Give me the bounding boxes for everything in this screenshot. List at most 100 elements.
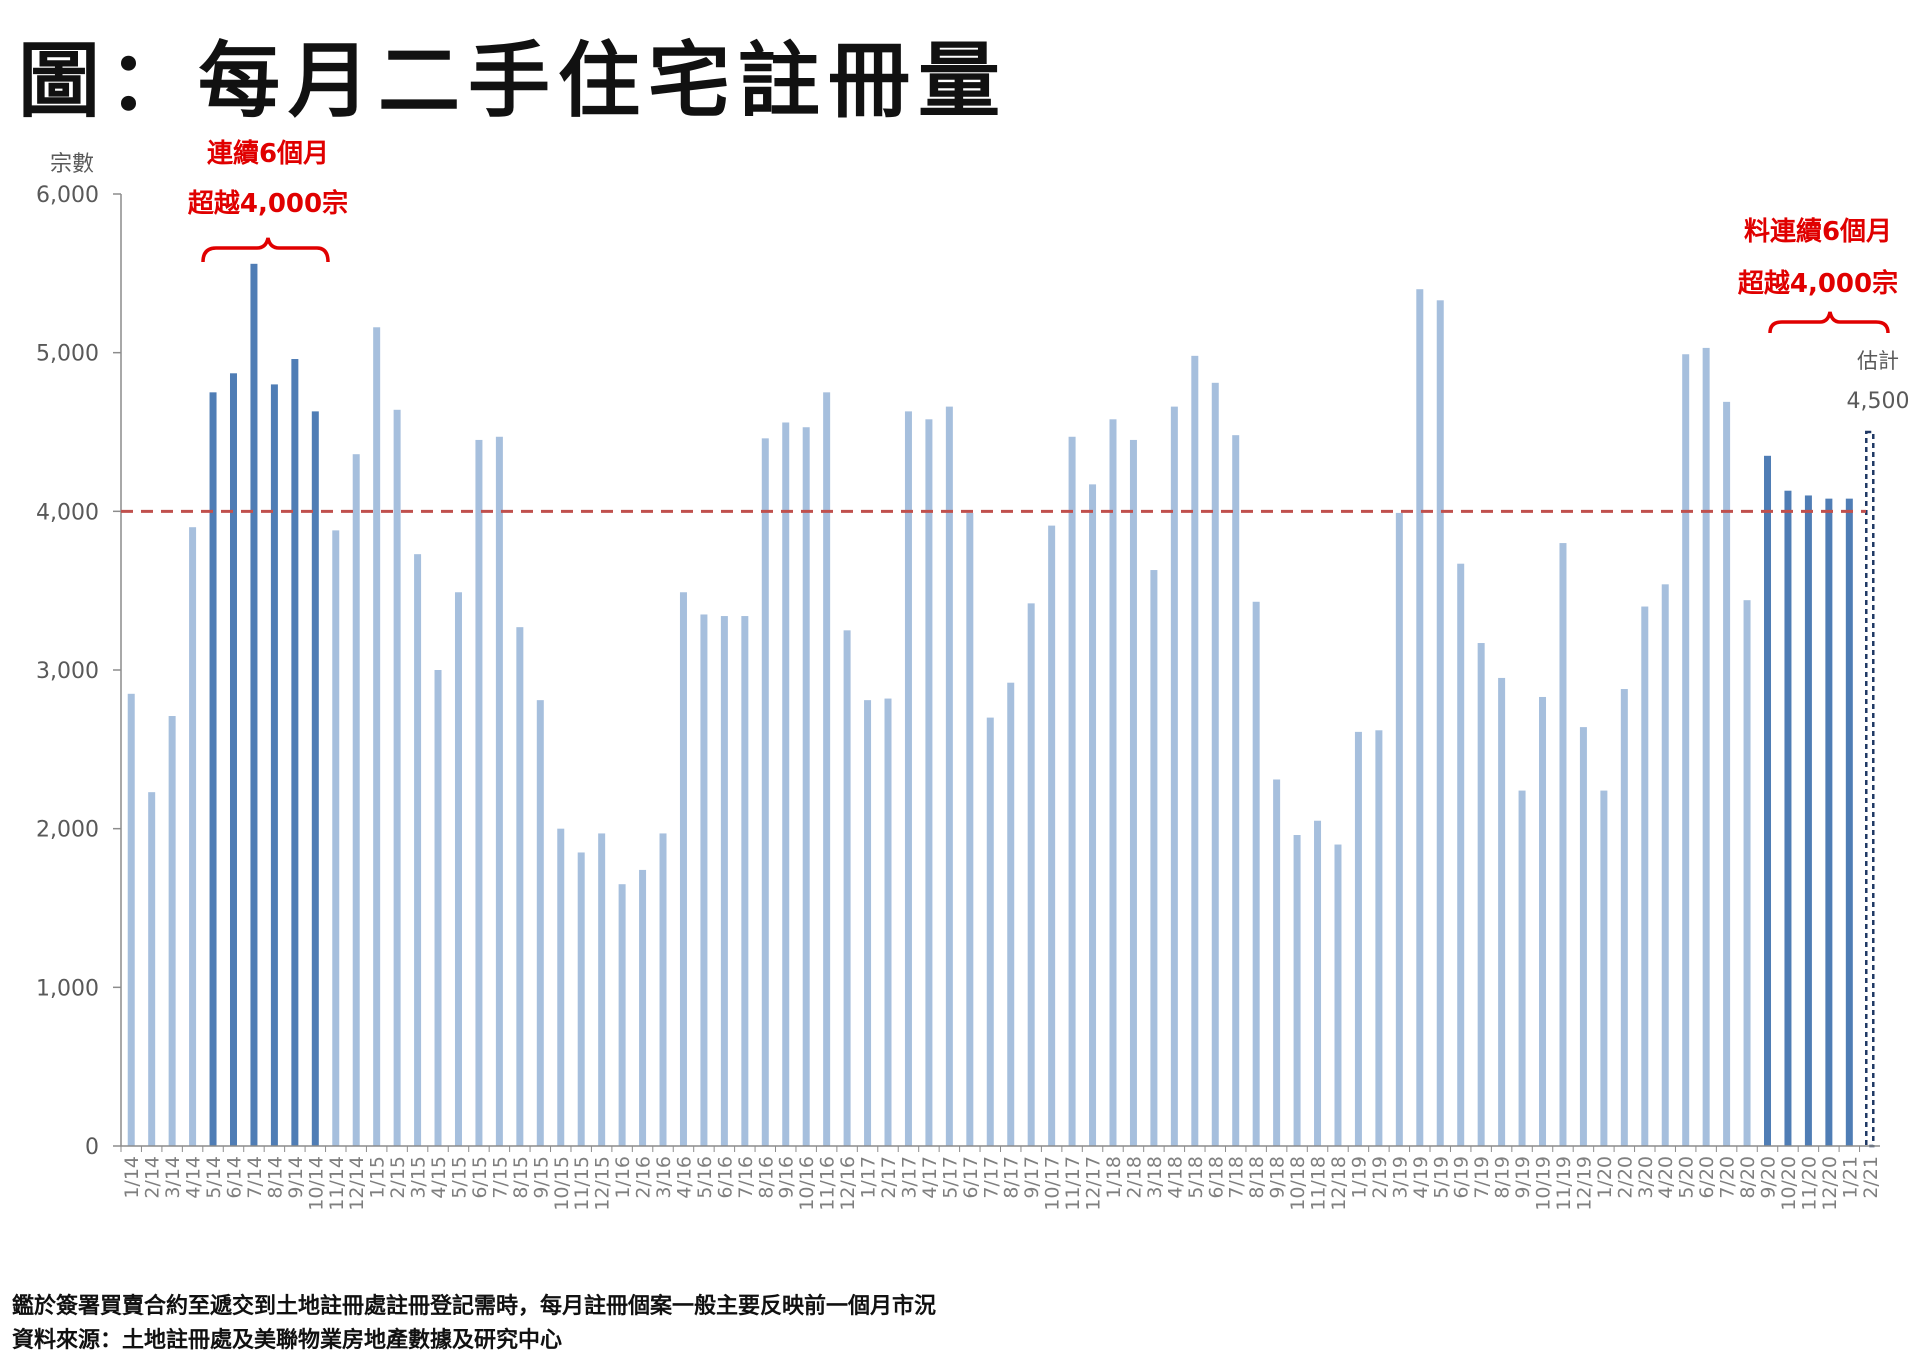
bar (904, 411, 912, 1147)
left-brace-icon (201, 237, 330, 263)
estimate-value: 4,500 (1847, 389, 1910, 414)
y-axis: 0 1,000 2,000 3,000 4,000 5,000 6,000 (36, 183, 122, 1160)
bar (659, 833, 667, 1146)
bar (168, 716, 176, 1146)
bar (127, 693, 135, 1146)
x-tick-label: 1/15 (367, 1156, 389, 1199)
x-tick-label: 7/18 (1226, 1156, 1248, 1199)
bar (577, 852, 585, 1146)
bar (1252, 601, 1260, 1146)
x-tick-label: 2/16 (633, 1156, 655, 1199)
bar (1089, 484, 1097, 1146)
y-tick-label: 3,000 (36, 659, 99, 684)
x-tick-label: 8/16 (755, 1156, 777, 1199)
bar (495, 436, 503, 1146)
bar (270, 384, 278, 1146)
x-tick-label: 10/15 (551, 1156, 573, 1211)
x-tick-label: 5/20 (1676, 1156, 1698, 1199)
bar (1498, 677, 1506, 1146)
bar (454, 592, 462, 1146)
x-tick-label: 9/15 (530, 1156, 552, 1199)
bar (291, 359, 299, 1147)
x-tick-label: 6/14 (223, 1156, 245, 1199)
x-tick-label: 1/14 (121, 1156, 143, 1199)
right-annotation-line1: 料連續6個月 (1744, 216, 1892, 247)
bar (843, 630, 851, 1146)
x-tick-label: 7/19 (1471, 1156, 1493, 1199)
bar (1354, 731, 1362, 1146)
x-tick-label: 2/21 (1860, 1156, 1882, 1199)
x-tick-label: 8/18 (1246, 1156, 1268, 1199)
x-tick-label: 12/15 (592, 1156, 614, 1211)
bar (1539, 696, 1547, 1146)
bar (598, 833, 606, 1146)
bar (352, 454, 360, 1146)
x-tick-label: 8/20 (1737, 1156, 1759, 1199)
left-annotation-line2: 超越4,000宗 (188, 188, 348, 219)
x-tick-label: 1/17 (858, 1156, 880, 1199)
bar (393, 409, 401, 1147)
x-tick-label: 2/17 (878, 1156, 900, 1199)
bar (557, 828, 565, 1146)
x-tick-label: 9/16 (776, 1156, 798, 1199)
bar (1170, 406, 1178, 1146)
bar (1579, 727, 1587, 1146)
x-tick-label: 12/20 (1819, 1156, 1841, 1211)
y-axis-label: 宗數 (50, 152, 94, 177)
bar (434, 670, 442, 1146)
bar (373, 327, 381, 1146)
x-tick-label: 1/19 (1348, 1156, 1370, 1199)
bar (536, 700, 544, 1146)
bar (1334, 844, 1342, 1146)
left-annotation-line1: 連續6個月 (207, 138, 329, 169)
bar (250, 263, 258, 1146)
x-tick-label: 3/20 (1635, 1156, 1657, 1199)
bar (1314, 820, 1322, 1146)
x-tick-label: 10/16 (796, 1156, 818, 1211)
bar-estimated (1865, 430, 1875, 1148)
x-tick-label: 10/19 (1533, 1156, 1555, 1211)
x-tick-label: 11/18 (1308, 1156, 1330, 1211)
x-tick-label: 3/19 (1389, 1156, 1411, 1199)
annotations: 連續6個月 超越4,000宗 料連續6個月 超越4,000宗 估計 4,500 (188, 138, 1910, 414)
bar (884, 698, 892, 1146)
right-annotation-line2: 超越4,000宗 (1738, 268, 1898, 299)
x-tick-label: 4/18 (1164, 1156, 1186, 1199)
x-tick-label: 10/20 (1778, 1156, 1800, 1211)
bar (1804, 495, 1812, 1146)
x-tick-label: 9/18 (1267, 1156, 1289, 1199)
bar (1293, 835, 1301, 1146)
y-tick-label: 1,000 (36, 976, 99, 1001)
x-tick-label: 9/19 (1512, 1156, 1534, 1199)
bar (1395, 512, 1403, 1146)
x-tick-label: 1/21 (1839, 1156, 1861, 1199)
bar (148, 792, 156, 1146)
x-tick-label: 12/17 (1083, 1156, 1105, 1211)
x-tick-label: 7/20 (1717, 1156, 1739, 1199)
x-tick-label: 1/20 (1594, 1156, 1616, 1199)
x-tick-label: 10/14 (305, 1156, 327, 1211)
x-tick-label: 6/15 (469, 1156, 491, 1199)
bar (1600, 790, 1608, 1146)
x-tick-label: 3/18 (1144, 1156, 1166, 1199)
bar (311, 411, 319, 1147)
x-tick-label: 4/16 (673, 1156, 695, 1199)
bar (1007, 682, 1015, 1146)
bar (1620, 689, 1628, 1146)
bar (1682, 354, 1690, 1147)
bar (1048, 525, 1056, 1146)
y-tick-label: 5,000 (36, 342, 99, 367)
bar (1661, 584, 1669, 1146)
x-tick-label: 8/15 (510, 1156, 532, 1199)
x-tick-label: 2/18 (1123, 1156, 1145, 1199)
x-tick-label: 10/17 (1042, 1156, 1064, 1211)
x-tick-label: 8/17 (1001, 1156, 1023, 1199)
x-tick-label: 5/16 (694, 1156, 716, 1199)
bars-group (127, 263, 1875, 1148)
x-tick-label: 6/16 (714, 1156, 736, 1199)
x-tick-label: 11/15 (571, 1156, 593, 1211)
x-tick-label: 9/14 (285, 1156, 307, 1199)
x-tick-label: 11/17 (1062, 1156, 1084, 1211)
x-tick-label: 12/16 (837, 1156, 859, 1211)
x-tick-label: 7/17 (980, 1156, 1002, 1199)
